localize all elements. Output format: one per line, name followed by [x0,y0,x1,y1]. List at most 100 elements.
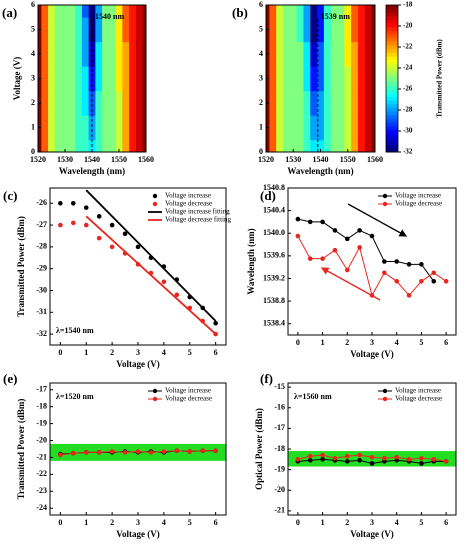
heat-cell [54,90,63,116]
x-tick-label: 1560 [367,155,383,164]
heat-cell [122,115,130,141]
x-tick-label: 1520 [258,155,274,164]
x-tick-label: 1520 [30,155,46,164]
colorbar-tick-label: -30 [403,127,413,135]
point [70,450,76,456]
heat-cell [310,90,318,116]
heat-cell [323,17,332,43]
heat-cell [330,5,338,18]
y-tick-label: -16 [274,403,285,412]
heat-cell [115,17,123,43]
heat-cell [283,5,291,18]
point [369,454,375,460]
point [83,450,89,455]
heat-cell [266,5,270,18]
legend-marker [382,396,388,402]
legend-entry: Voltage increase [395,192,441,200]
x-tick-label: 1540 [313,155,329,164]
heat-cell [351,41,359,67]
heat-cell [276,17,284,43]
heat-cell [81,66,90,92]
colorbar-step [386,52,398,57]
colorbar-step [386,129,398,135]
heat-cell [68,90,76,116]
y-tick-label: -26 [36,198,47,207]
point [357,452,362,458]
heat-cell [269,90,277,116]
heat-cell [289,139,298,153]
colorbar-label: Transmitted Power (dBm) [436,39,444,118]
colorbar-step [386,49,398,54]
colorbar-step [386,148,398,153]
heat-cell [371,17,376,43]
point [419,461,424,466]
heat-cell [142,17,147,43]
heat-cell [269,17,277,43]
heat-cell [68,139,76,153]
heat-cell [364,41,372,67]
point [419,278,424,284]
heat-cell [115,115,123,141]
colorbar-step [386,115,398,120]
heat-cell [337,90,345,116]
y-tick-label: -21 [274,506,285,515]
heat-cell [330,115,338,141]
heat-cell [48,5,56,18]
heat-cell [303,90,311,116]
point [70,200,76,206]
heat-cell [330,90,338,116]
colorbar-step [386,5,398,10]
y-tick-label: 1538.4 [263,319,285,328]
heat-cell [115,66,123,92]
point [96,450,102,455]
y-tick-label: -18 [36,402,47,411]
heat-cell [351,66,359,92]
colorbar-tick-label: -24 [403,64,413,72]
heat-cell [317,17,325,43]
point [200,448,206,453]
heat-cell [317,139,325,153]
x-tick-label: 1 [321,338,325,347]
colorbar-step [386,38,398,43]
y-tick-label: 1539.2 [263,273,285,282]
heat-cell [75,115,83,141]
point [161,279,167,285]
panel-label: (a) [2,5,17,20]
heat-cell [323,5,332,18]
heat-cell [135,115,144,141]
heat-cell [61,115,69,141]
y-tick-label: -28 [36,242,47,251]
y-axis-label: Wavelength (nm) [246,228,256,294]
point [344,236,350,242]
point [332,455,338,461]
heat-cell [108,90,117,116]
heat-cell [289,17,298,43]
y-tick-label: -22 [36,469,47,478]
heat-cell [88,66,96,92]
colorbar-step [386,96,398,102]
heat-cell [41,139,49,153]
legend-marker [382,388,388,394]
y-tick-label: 5 [259,24,263,33]
x-axis-label: Voltage (V) [350,529,393,539]
panel-label: (b) [232,5,248,20]
heat-cell [135,41,144,67]
heat-cell [102,139,110,153]
heat-cell [364,66,372,92]
heat-cell [48,90,56,116]
colorbar-step [386,34,398,39]
heat-cell [303,139,311,153]
legend-entry: Voltage decrease [165,395,212,403]
heat-cell [68,5,76,18]
y-tick-label: 4 [259,49,263,58]
panel-label: (d) [260,188,276,203]
x-tick-label: 1 [321,518,325,527]
legend-entry: Voltage increase [395,387,441,395]
colorbar-frame [385,4,399,153]
heat-cell [323,66,332,92]
heat-cell [115,5,123,18]
x-tick-label: 1550 [340,155,356,164]
heat-cell [303,17,311,43]
x-tick-label: 1530 [285,155,301,164]
x-tick-label: 5 [419,518,423,527]
